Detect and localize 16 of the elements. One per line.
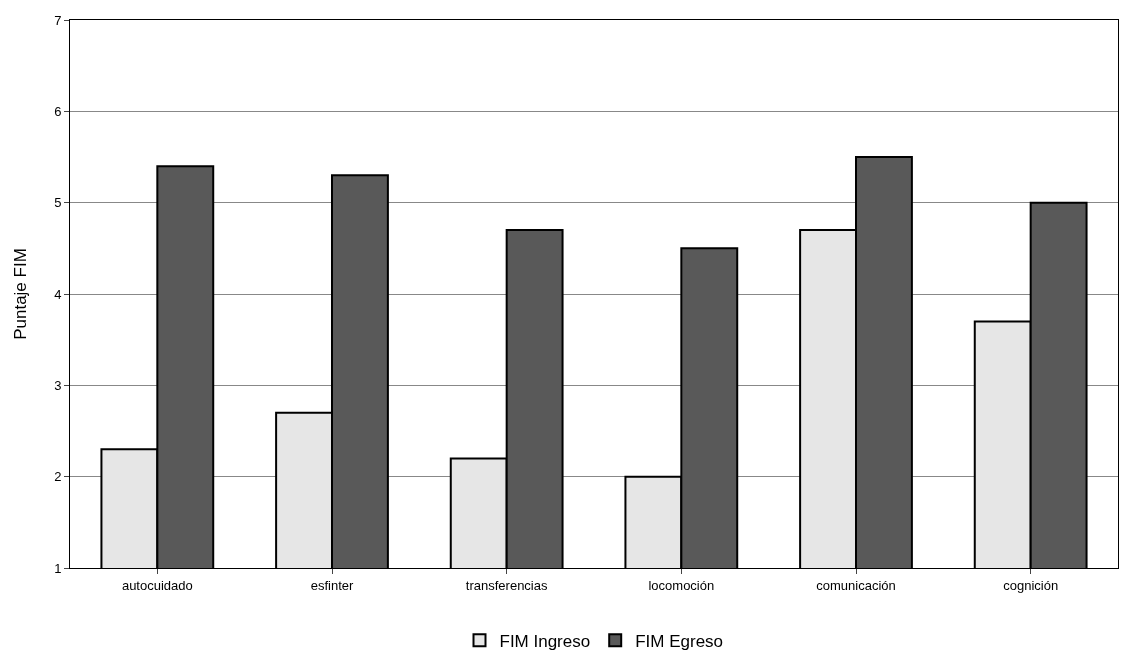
- y-axis-title: Puntaje FIM: [11, 248, 30, 340]
- x-tick-label: transferencias: [465, 577, 548, 593]
- x-tick-label: locomoción: [648, 577, 715, 593]
- x-tick-label: autocuidado: [121, 577, 193, 593]
- y-tick-label: 5: [54, 195, 62, 211]
- legend-label: FIM Ingreso: [499, 631, 591, 651]
- y-tick-label: 1: [54, 560, 62, 576]
- y-tick-label: 6: [54, 103, 62, 119]
- y-tick-label: 4: [54, 286, 62, 302]
- x-tick-label: comunicación: [816, 577, 896, 593]
- x-tick-label: esfinter: [310, 577, 354, 593]
- y-tick-label: 3: [54, 377, 62, 393]
- y-tick-label: 2: [54, 469, 62, 485]
- legend-label: FIM Egreso: [635, 631, 724, 651]
- x-tick-label: cognición: [1003, 577, 1059, 593]
- y-tick-label: 7: [54, 12, 62, 28]
